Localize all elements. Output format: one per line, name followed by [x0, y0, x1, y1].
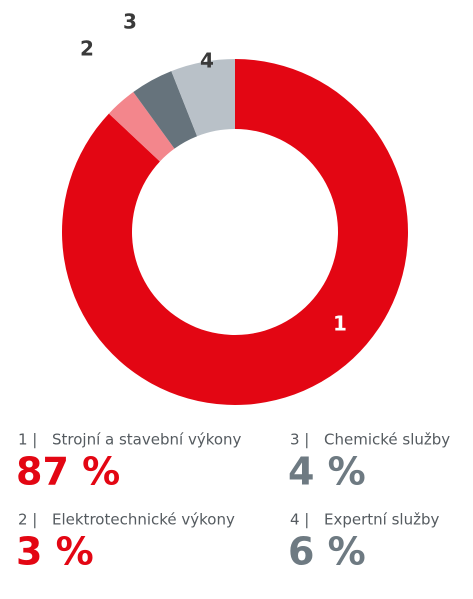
- legend-name: Strojní a stavební výkony: [52, 431, 242, 449]
- legend-index: 4 |: [290, 511, 309, 529]
- value-label: 3 %: [16, 530, 94, 574]
- legend-index: 2 |: [18, 511, 37, 529]
- segment-label: 2: [80, 37, 94, 61]
- segment-label: 4: [200, 49, 214, 73]
- segment-label: 1: [333, 312, 347, 336]
- legend-name: Elektrotechnické výkony: [52, 511, 235, 529]
- donut-segment: [133, 71, 198, 149]
- legend-index: 1 |: [18, 431, 37, 449]
- donut-segment: [108, 92, 175, 162]
- legend-name: Expertní služby: [324, 511, 439, 529]
- value-label: 6 %: [288, 530, 366, 574]
- legend-name: Chemické služby: [324, 431, 450, 449]
- value-label: 87 %: [16, 450, 120, 494]
- donut-segment: [61, 59, 409, 405]
- value-label: 4 %: [288, 450, 366, 494]
- donut-segment: [171, 59, 235, 137]
- legend-index: 3 |: [290, 431, 309, 449]
- segment-label: 3: [123, 10, 137, 34]
